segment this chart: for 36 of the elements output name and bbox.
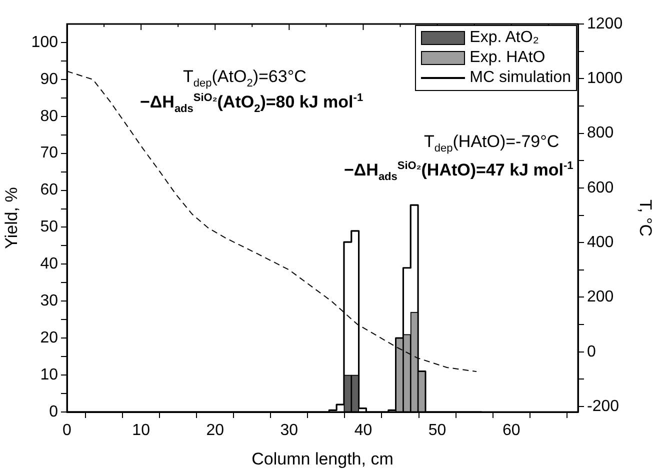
y2-tick-label: 1200: [587, 15, 623, 32]
annotation: −ΔH$_{ads}$$^{SiO₂}$(HAtO)=47 kJ mol$^{-1}$: [344, 160, 574, 184]
legend-label: MC simulation: [470, 69, 571, 87]
x-tick-label: 30: [280, 422, 298, 440]
y2-tick-label: 800: [587, 124, 614, 142]
y2-axis-title: T, °C: [636, 199, 656, 237]
x-tick-label: 0: [62, 422, 72, 440]
annotation: T$_{dep}$(AtO$_{2}$)=63°C: [183, 67, 306, 90]
y-tick-label: 20: [40, 330, 58, 346]
annotation: −ΔH$_{ads}$$^{SiO₂}$(AtO$_{2}$)=80 kJ mol$^{-1}$: [140, 92, 364, 116]
y2-tick-label: 400: [587, 234, 614, 251]
y-tick-label: 80: [40, 108, 58, 125]
y2-tick-label: 0: [587, 343, 596, 360]
y-tick-label: 70: [40, 144, 58, 162]
x-axis-title: Column length, cm: [252, 449, 394, 468]
x-tick-label: 20: [206, 422, 224, 440]
annotation: T$_{dep}$(HAtO)=-79°C: [424, 132, 560, 154]
y-tick-label: 90: [40, 70, 58, 88]
y-axis-title: Yield, %: [2, 187, 21, 249]
x-tick-label: 50: [428, 422, 446, 440]
x-tick-label: 60: [502, 422, 520, 440]
x-tick-label: 10: [132, 422, 150, 440]
y2-tick-label: 200: [587, 288, 614, 306]
y-tick-label: 40: [40, 256, 58, 273]
y2-tick-label: 1000: [587, 70, 623, 88]
y-tick-label: 60: [40, 182, 58, 199]
y-tick-label: 0: [49, 403, 58, 420]
y-tick-label: 50: [40, 218, 58, 236]
y-tick-label: 30: [40, 292, 58, 310]
legend-label: Exp. AtO₂: [470, 29, 539, 47]
y-tick-label: 100: [31, 34, 58, 51]
y2-tick-label: -200: [587, 398, 620, 415]
y2-tick-label: 600: [587, 179, 614, 196]
legend-label: Exp. HAtO: [470, 49, 546, 67]
y-tick-label: 10: [40, 366, 58, 384]
x-tick-label: 40: [354, 422, 372, 440]
